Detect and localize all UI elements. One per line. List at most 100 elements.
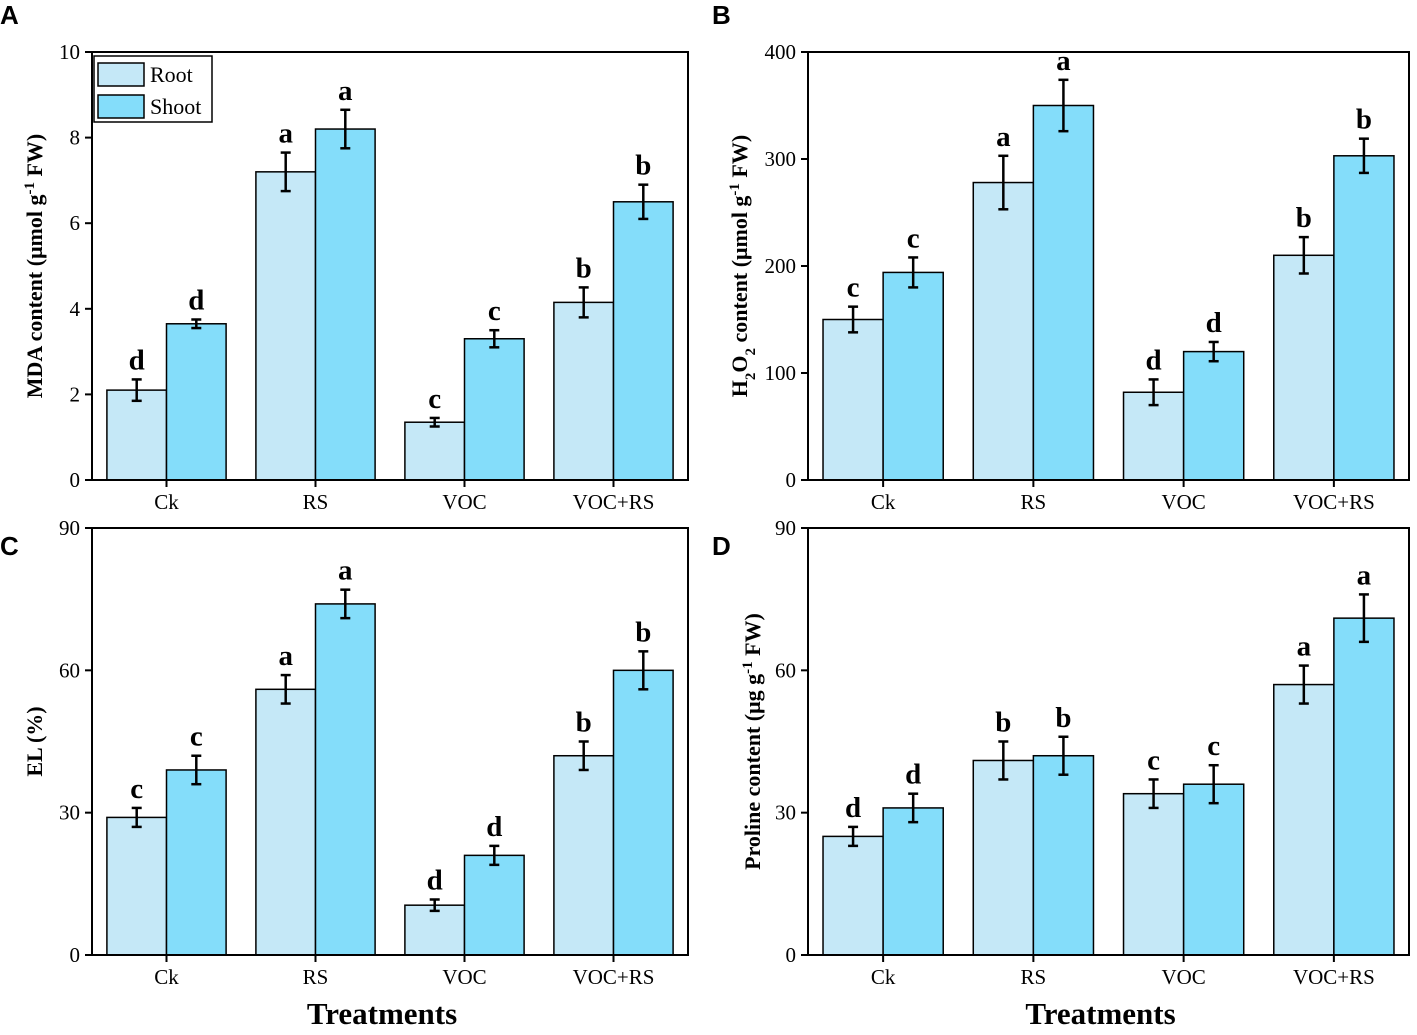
error-bar [998,154,1009,211]
bar-root-voc [1122,792,1185,956]
significance-letter: b [635,616,651,648]
bar-shoot-ck [165,323,227,481]
x-tick-label: VOC+RS [573,490,655,514]
x-tick-label: RS [303,490,329,514]
bar-shoot-voc-rs [612,669,674,956]
significance-letter: a [996,121,1011,153]
y-tick-label: 90 [775,516,796,540]
significance-letter: b [1356,104,1372,136]
plot-frame [807,527,1410,956]
significance-letter: d [1146,344,1162,376]
error-bar [638,650,649,691]
error-bar [1358,137,1369,175]
significance-letter: a [1357,559,1372,591]
legend-swatch-root [97,62,145,87]
significance-letter: d [427,864,443,896]
x-axis-title: Treatments [1025,996,1175,1031]
significance-letter: d [129,344,145,376]
error-bar [1148,378,1159,407]
x-tick-label: Ck [154,490,179,514]
significance-letter: c [847,272,860,304]
x-tick-label: VOC+RS [573,965,655,989]
x-axis-title: Treatments [307,996,457,1031]
significance-letter: b [635,150,651,182]
error-bar [280,673,291,705]
significance-letter: d [486,811,502,843]
significance-letter: b [995,707,1011,739]
significance-letter: d [905,759,921,791]
significance-letter: b [1055,702,1071,734]
y-tick-label: 0 [786,468,797,492]
legend-swatch-shoot [97,94,145,119]
error-bar [1208,340,1219,363]
bar-shoot-voc [1182,350,1245,481]
error-bar [1298,664,1309,705]
significance-letter: a [338,555,353,587]
y-axis-label: EL (%) [22,706,47,776]
significance-letter: b [576,252,592,284]
y-axis-label: Proline content (μg g-1 FW) [740,613,765,870]
bar-root-rs [255,171,317,481]
error-bar [131,378,142,403]
panel-letter: A [0,0,19,30]
panel-b: Bc a d b c a d b 0 100 200 300 400 Ck RS VOC VOC+RS H2O2 … [712,0,1410,514]
error-bar [578,286,589,319]
y-tick-label: 2 [70,382,81,406]
y-tick-label: 6 [70,211,81,235]
significance-letter: a [278,640,293,672]
significance-letter: a [1056,45,1071,77]
error-bar [908,792,919,824]
x-tick-label: VOC [442,490,486,514]
error-bar [638,183,649,221]
bar-shoot-rs [1032,104,1095,481]
bar-root-voc-rs [553,301,615,481]
significance-letter: c [428,383,441,415]
significance-letter: a [278,118,293,150]
legend-label-shoot: Shoot [150,94,201,119]
error-bar [191,754,202,786]
error-bar [998,740,1009,781]
x-tick-label: VOC+RS [1293,490,1375,514]
y-tick-label: 200 [765,254,797,278]
significance-letter: d [188,285,204,317]
y-tick-label: 0 [70,468,81,492]
y-tick-label: 400 [765,40,797,64]
y-tick-label: 0 [70,943,81,967]
bar-shoot-voc [463,854,525,956]
error-bar [1358,593,1369,644]
significance-letter: c [190,721,203,753]
significance-letter: b [1296,202,1312,234]
y-axis-label: H2O2 content (μmol g-1 FW) [727,135,759,397]
significance-letter: a [338,75,353,107]
x-tick-label: Ck [871,965,896,989]
y-tick-label: 60 [59,658,80,682]
error-bar [578,740,589,772]
bar-shoot-ck [882,271,944,481]
y-tick-label: 30 [775,801,796,825]
x-tick-label: RS [1021,965,1047,989]
y-tick-label: 4 [70,297,81,321]
significance-letter: c [130,773,143,805]
significance-letter: d [845,792,861,824]
x-tick-label: RS [303,965,329,989]
error-bar [489,844,500,867]
bar-shoot-rs [314,128,376,481]
x-tick-label: VOC [1161,490,1205,514]
y-axis-label: MDA content (μmol g-1 FW) [22,134,47,398]
legend: Root Shoot [93,55,213,123]
bar-shoot-ck [165,769,227,956]
bar-shoot-voc-rs [612,201,674,481]
bar-root-voc-rs [1273,254,1335,481]
x-tick-label: VOC [442,965,486,989]
error-bar [1208,763,1219,805]
error-bar [131,806,142,829]
y-tick-label: 90 [59,516,80,540]
legend-label-root: Root [150,62,193,87]
bar-root-ck [106,816,168,956]
bar-root-ck [106,389,168,481]
panel-letter: B [712,0,731,30]
x-tick-label: Ck [871,490,896,514]
x-tick-label: VOC+RS [1293,965,1375,989]
bar-shoot-rs [314,603,376,956]
plot-frame [91,527,689,956]
